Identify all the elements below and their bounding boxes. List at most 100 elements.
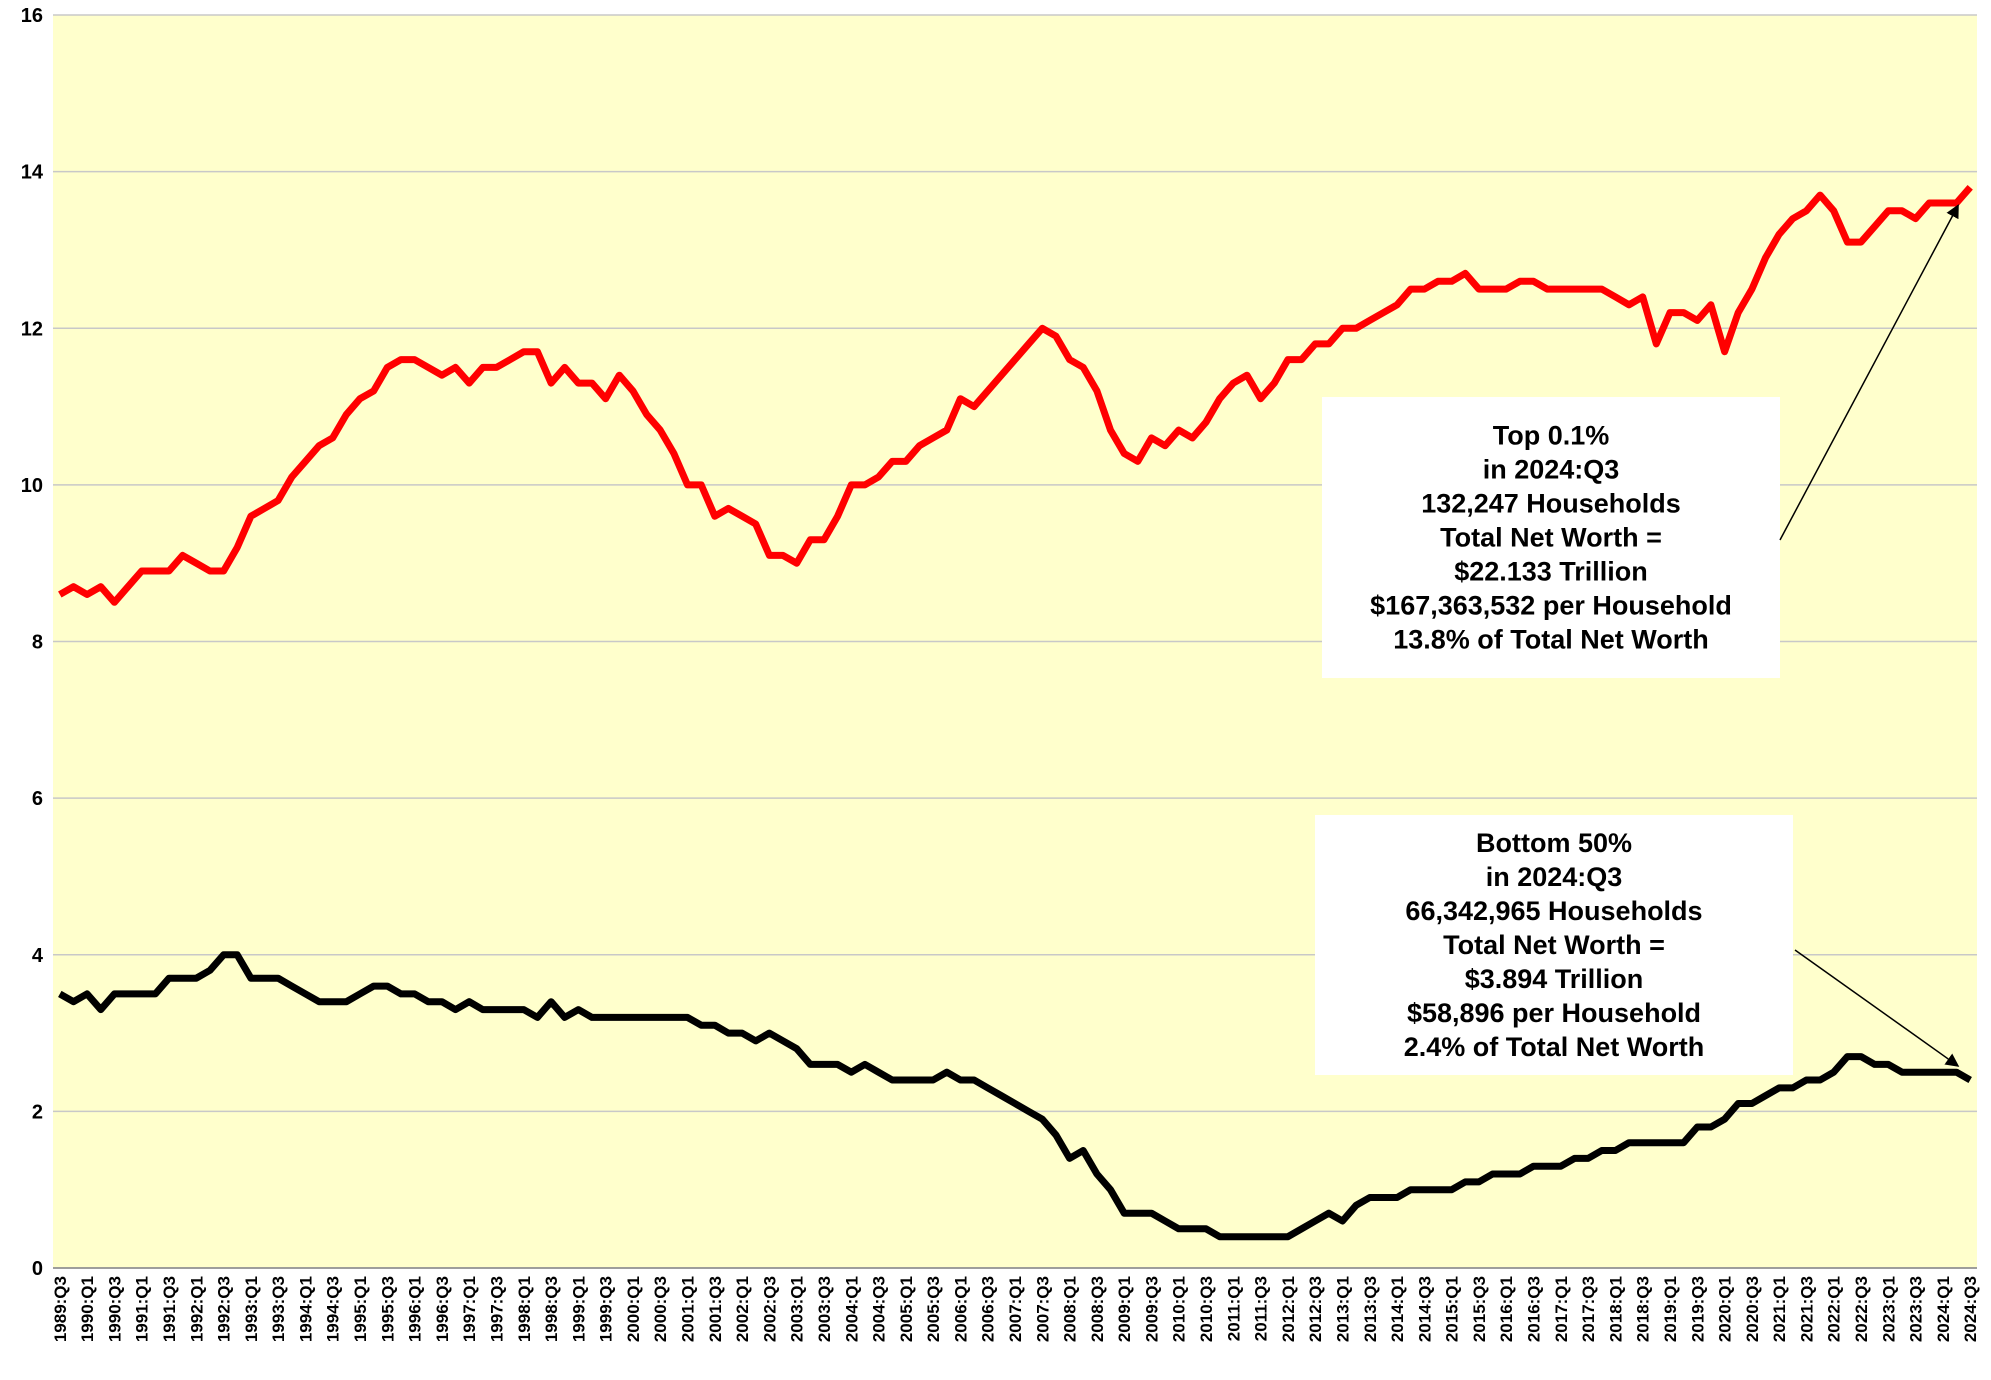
x-tick-label: 2009:Q1 bbox=[1115, 1276, 1134, 1342]
x-tick-label: 1999:Q1 bbox=[569, 1276, 588, 1342]
x-tick-label: 1999:Q3 bbox=[597, 1276, 616, 1342]
x-tick-label: 2013:Q1 bbox=[1333, 1276, 1352, 1342]
x-tick-label: 2014:Q3 bbox=[1415, 1276, 1434, 1342]
x-tick-label: 1995:Q3 bbox=[378, 1276, 397, 1342]
x-tick-label: 2009:Q3 bbox=[1142, 1276, 1161, 1342]
x-tick-label: 2001:Q1 bbox=[679, 1276, 698, 1342]
x-tick-label: 1997:Q3 bbox=[487, 1276, 506, 1342]
x-tick-label: 1997:Q1 bbox=[460, 1276, 479, 1342]
x-tick-label: 2010:Q1 bbox=[1170, 1276, 1189, 1342]
y-tick-label: 6 bbox=[32, 788, 43, 810]
y-tick-label: 10 bbox=[21, 475, 43, 497]
x-tick-label: 2016:Q1 bbox=[1497, 1276, 1516, 1342]
x-tick-label: 2011:Q3 bbox=[1252, 1276, 1271, 1341]
x-tick-label: 2012:Q1 bbox=[1279, 1276, 1298, 1342]
x-tick-label: 2015:Q1 bbox=[1443, 1276, 1462, 1342]
annotation-text: 132,247 Households bbox=[1421, 489, 1681, 519]
x-tick-label: 2007:Q3 bbox=[1033, 1276, 1052, 1342]
x-tick-label: 2003:Q3 bbox=[815, 1276, 834, 1342]
x-tick-label: 2010:Q3 bbox=[1197, 1276, 1216, 1342]
x-tick-label: 2023:Q1 bbox=[1879, 1276, 1898, 1342]
x-tick-label: 2015:Q3 bbox=[1470, 1276, 1489, 1342]
x-tick-label: 1990:Q3 bbox=[105, 1276, 124, 1342]
x-tick-label: 1994:Q3 bbox=[324, 1276, 343, 1342]
x-tick-label: 2017:Q3 bbox=[1579, 1276, 1598, 1342]
x-tick-label: 1994:Q1 bbox=[296, 1276, 315, 1342]
annotation-text: 2.4% of Total Net Worth bbox=[1404, 1032, 1705, 1062]
y-tick-label: 14 bbox=[21, 162, 44, 184]
annotation-text: $58,896 per Household bbox=[1407, 998, 1701, 1028]
x-tick-label: 2022:Q1 bbox=[1825, 1276, 1844, 1342]
annotation-text: $167,363,532 per Household bbox=[1370, 591, 1732, 621]
y-tick-label: 16 bbox=[21, 5, 43, 27]
x-tick-label: 2022:Q3 bbox=[1852, 1276, 1871, 1342]
x-tick-label: 1996:Q1 bbox=[406, 1276, 425, 1342]
x-tick-label: 2018:Q3 bbox=[1634, 1276, 1653, 1342]
x-tick-label: 2001:Q3 bbox=[706, 1276, 725, 1342]
y-tick-label: 12 bbox=[21, 318, 43, 340]
x-tick-label: 2000:Q3 bbox=[651, 1276, 670, 1342]
annotation-arrow bbox=[1794, 949, 1960, 1067]
annotation-text: Total Net Worth = bbox=[1443, 930, 1665, 960]
annotation-box bbox=[1315, 815, 1793, 1075]
annotation-arrow bbox=[1779, 204, 1959, 541]
x-tick-label: 2008:Q3 bbox=[1088, 1276, 1107, 1342]
x-tick-label: 2017:Q1 bbox=[1552, 1276, 1571, 1342]
x-tick-label: 2006:Q3 bbox=[979, 1276, 998, 1342]
x-tick-label: 2020:Q1 bbox=[1716, 1276, 1735, 1342]
x-tick-label: 1995:Q1 bbox=[351, 1276, 370, 1342]
x-tick-label: 2008:Q1 bbox=[1061, 1276, 1080, 1342]
annotation-text: in 2024:Q3 bbox=[1483, 455, 1620, 485]
x-tick-label: 2000:Q1 bbox=[624, 1276, 643, 1342]
annotation-text: Top 0.1% bbox=[1493, 421, 1610, 451]
x-tick-label: 2005:Q1 bbox=[897, 1276, 916, 1342]
x-tick-label: 2003:Q1 bbox=[788, 1276, 807, 1342]
x-tick-label: 1998:Q1 bbox=[515, 1276, 534, 1342]
x-tick-label: 2012:Q3 bbox=[1306, 1276, 1325, 1342]
x-tick-label: 1990:Q1 bbox=[78, 1276, 97, 1342]
x-tick-label: 2019:Q3 bbox=[1688, 1276, 1707, 1342]
x-tick-label: 2006:Q1 bbox=[951, 1276, 970, 1342]
x-tick-label: 2011:Q1 bbox=[1224, 1276, 1243, 1341]
annotation-text: 66,342,965 Households bbox=[1405, 896, 1702, 926]
x-tick-label: 1991:Q3 bbox=[160, 1276, 179, 1342]
x-tick-label: 1989:Q3 bbox=[51, 1276, 70, 1342]
y-tick-label: 0 bbox=[32, 1258, 43, 1280]
y-tick-label: 4 bbox=[32, 945, 44, 967]
x-tick-label: 1993:Q3 bbox=[269, 1276, 288, 1342]
x-tick-label: 1998:Q3 bbox=[542, 1276, 561, 1342]
annotation-text: in 2024:Q3 bbox=[1486, 862, 1623, 892]
y-tick-label: 8 bbox=[32, 632, 43, 654]
x-tick-label: 2024:Q3 bbox=[1961, 1276, 1980, 1342]
x-tick-label: 2021:Q1 bbox=[1770, 1276, 1789, 1342]
x-tick-label: 2002:Q1 bbox=[733, 1276, 752, 1342]
x-tick-label: 2018:Q1 bbox=[1606, 1276, 1625, 1342]
x-tick-label: 1991:Q1 bbox=[133, 1276, 152, 1342]
x-tick-label: 2004:Q3 bbox=[870, 1276, 889, 1342]
x-tick-label: 1992:Q3 bbox=[215, 1276, 234, 1342]
annotation-text: Total Net Worth = bbox=[1440, 523, 1662, 553]
x-tick-label: 2021:Q3 bbox=[1797, 1276, 1816, 1342]
x-tick-label: 2024:Q1 bbox=[1934, 1276, 1953, 1342]
annotation-text: 13.8% of Total Net Worth bbox=[1393, 625, 1709, 655]
annotation-text: $22.133 Trillion bbox=[1454, 557, 1648, 587]
x-tick-label: 1996:Q3 bbox=[433, 1276, 452, 1342]
x-tick-label: 2020:Q3 bbox=[1743, 1276, 1762, 1342]
x-tick-label: 2019:Q1 bbox=[1661, 1276, 1680, 1342]
x-tick-label: 2005:Q3 bbox=[924, 1276, 943, 1342]
x-tick-label: 2004:Q1 bbox=[842, 1276, 861, 1342]
x-tick-label: 2007:Q1 bbox=[1006, 1276, 1025, 1342]
x-tick-label: 2023:Q3 bbox=[1907, 1276, 1926, 1342]
x-tick-label: 1992:Q1 bbox=[187, 1276, 206, 1342]
y-tick-label: 2 bbox=[32, 1101, 43, 1123]
annotation-text: Bottom 50% bbox=[1476, 828, 1632, 858]
series-line bbox=[58, 951, 1972, 1241]
annotation-box bbox=[1322, 397, 1780, 678]
x-tick-label: 2013:Q3 bbox=[1361, 1276, 1380, 1342]
series-line bbox=[58, 184, 1973, 606]
x-tick-label: 1993:Q1 bbox=[242, 1276, 261, 1342]
annotation-text: $3.894 Trillion bbox=[1465, 964, 1644, 994]
x-tick-label: 2016:Q3 bbox=[1525, 1276, 1544, 1342]
